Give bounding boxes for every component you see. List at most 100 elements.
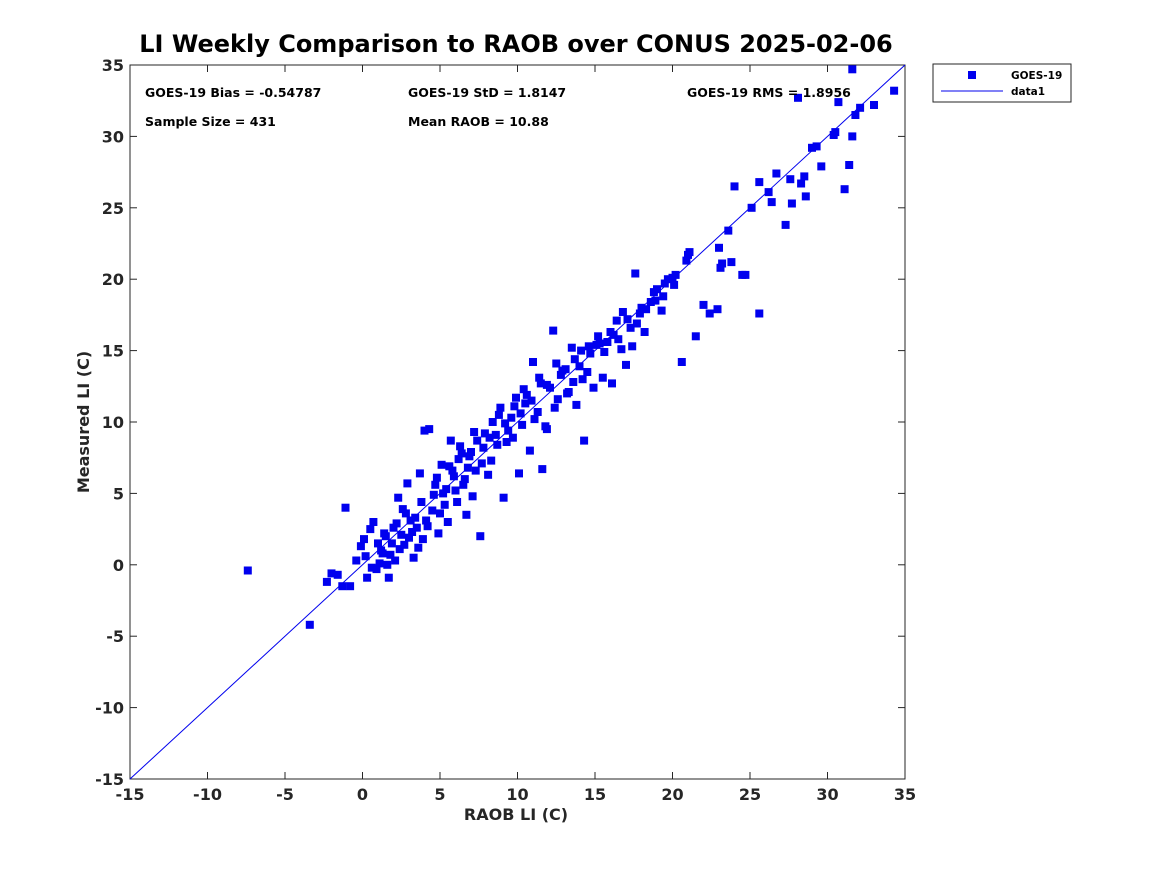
data-point: [567, 343, 576, 352]
data-point: [437, 460, 446, 469]
data-point: [614, 335, 623, 344]
data-point: [445, 462, 454, 471]
data-point: [646, 298, 655, 306]
one-to-one-line: [129, 64, 906, 780]
data-point: [409, 553, 418, 562]
data-point: [392, 519, 401, 528]
data-point: [327, 569, 336, 578]
data-point: [369, 518, 378, 526]
data-point: [243, 566, 252, 575]
data-point: [414, 543, 423, 552]
data-point: [586, 349, 595, 358]
data-point: [535, 373, 544, 382]
y-tick-label: 5: [113, 484, 124, 503]
data-point: [412, 523, 421, 532]
data-point: [595, 339, 604, 348]
data-point: [663, 275, 672, 284]
data-point: [338, 582, 347, 591]
legend-box: [932, 63, 1072, 103]
data-point: [488, 418, 497, 426]
data-point: [480, 429, 489, 438]
data-point: [660, 279, 669, 288]
data-point: [431, 480, 440, 489]
stat-mean-raob: Mean RAOB = 10.88: [408, 114, 549, 129]
data-point: [584, 342, 593, 351]
y-tick-label: -10: [95, 699, 124, 718]
data-point: [561, 365, 570, 374]
data-point: [468, 492, 477, 501]
data-point: [448, 466, 457, 475]
data-point: [533, 408, 542, 416]
data-point: [463, 463, 472, 472]
data-point: [436, 509, 444, 518]
data-point: [459, 480, 468, 489]
data-point: [609, 330, 618, 339]
x-tick-label: 5: [434, 785, 445, 804]
data-point: [453, 498, 462, 506]
data-point: [699, 300, 708, 309]
data-point: [608, 379, 616, 388]
data-point: [767, 198, 776, 207]
data-point: [612, 316, 621, 325]
data-point: [425, 425, 434, 434]
data-point: [499, 493, 508, 502]
data-point: [496, 403, 505, 412]
data-point: [471, 466, 480, 475]
data-point: [845, 161, 854, 169]
data-point: [485, 433, 494, 442]
data-point: [515, 469, 523, 478]
data-point: [456, 442, 465, 451]
data-point: [491, 430, 500, 439]
data-point: [527, 396, 536, 405]
reference-line: [129, 64, 906, 780]
stat-sample-size: Sample Size = 431: [145, 114, 276, 129]
data-point: [470, 428, 479, 436]
data-point: [305, 620, 314, 629]
data-point: [649, 288, 658, 297]
data-point: [715, 243, 723, 252]
data-point: [420, 426, 429, 435]
data-point: [386, 550, 395, 559]
data-point: [713, 305, 722, 314]
y-tick-label: 15: [102, 342, 124, 361]
data-point: [622, 360, 630, 369]
data-point: [718, 259, 727, 268]
legend-marker-goes19: [968, 71, 976, 79]
data-point: [781, 220, 790, 229]
data-point: [724, 226, 733, 235]
data-points: [243, 65, 899, 629]
data-point: [375, 559, 384, 568]
data-point: [525, 446, 534, 455]
data-point: [366, 525, 375, 534]
legend: GOES-19 data1: [932, 63, 1072, 103]
data-point: [403, 479, 412, 488]
data-point: [617, 345, 626, 354]
data-point: [380, 529, 389, 538]
x-tick-label: 10: [506, 785, 528, 804]
data-point: [635, 309, 644, 318]
data-point: [383, 560, 392, 569]
data-point: [493, 440, 502, 449]
y-tick-label: 30: [102, 127, 124, 146]
data-point: [417, 498, 426, 506]
data-point: [372, 565, 381, 574]
data-point: [580, 436, 589, 445]
data-point: [501, 419, 510, 428]
data-point: [377, 546, 386, 555]
x-tick-label: -10: [193, 785, 222, 804]
data-point: [800, 172, 809, 181]
y-tick-label: 0: [113, 556, 124, 575]
data-point: [451, 486, 460, 495]
data-point: [651, 296, 660, 305]
data-point: [623, 315, 632, 324]
data-point: [553, 395, 562, 404]
data-point: [397, 530, 406, 539]
data-point: [594, 332, 603, 341]
data-point: [333, 570, 342, 579]
data-point: [384, 573, 393, 582]
data-point: [428, 506, 437, 515]
x-tick-label: 25: [739, 785, 761, 804]
data-point: [439, 489, 448, 498]
data-point: [685, 248, 694, 257]
